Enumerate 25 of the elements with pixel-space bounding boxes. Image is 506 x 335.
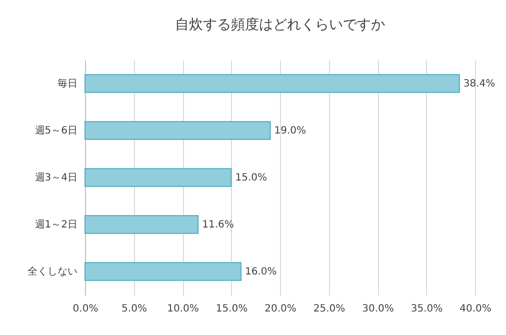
bar: [84, 262, 242, 281]
y-tick-label: 週1～2日: [34, 220, 78, 230]
data-label: 15.0%: [235, 172, 268, 184]
x-tick-label: 25.0%: [313, 304, 346, 314]
x-tick-label: 30.0%: [362, 304, 394, 314]
y-tick-label: 週3～4日: [34, 172, 78, 184]
data-label: 19.0%: [274, 126, 306, 136]
x-tick-label: 40.0%: [460, 304, 492, 314]
y-tick-label: 週5～6日: [34, 126, 78, 136]
y-tick-label: 毎日: [58, 78, 78, 90]
x-tick-label: 0.0%: [72, 304, 98, 314]
x-tick-label: 35.0%: [410, 304, 443, 314]
x-tick-label: 10.0%: [167, 304, 199, 314]
chart-title: 自炊する頻度はどれくらいですか: [175, 17, 385, 33]
data-label: 16.0%: [245, 266, 277, 278]
bar: [84, 74, 460, 93]
bar: [84, 215, 199, 234]
data-label: 38.4%: [463, 78, 496, 90]
x-tick-label: 5.0%: [122, 304, 147, 314]
data-label: 11.6%: [202, 220, 234, 230]
x-tick-label: 20.0%: [264, 304, 296, 314]
x-tick-label: 15.0%: [216, 304, 248, 314]
bar: [84, 168, 232, 187]
y-tick-label: 全くしない: [28, 266, 78, 278]
bar: [84, 121, 271, 140]
